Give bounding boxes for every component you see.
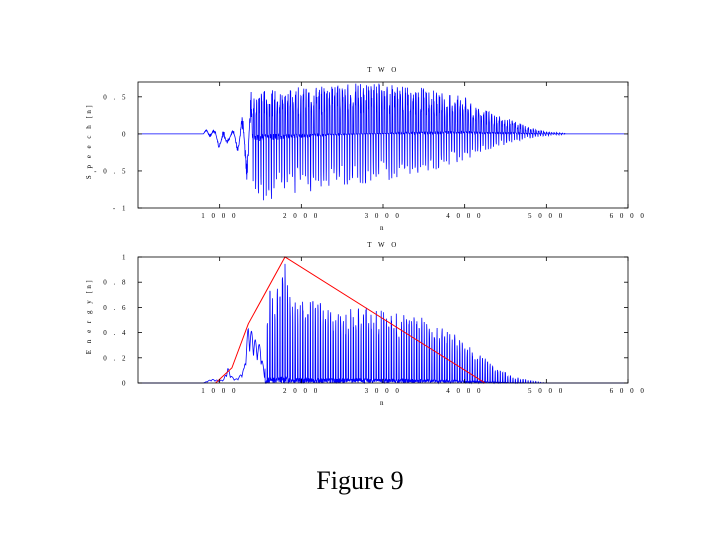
plot1-y-tick-label: - 1 bbox=[113, 205, 128, 213]
plot2-title: T W O bbox=[367, 241, 399, 249]
plot1-x-tick-label: 2 0 0 0 bbox=[283, 212, 320, 220]
plot1-axes-frame bbox=[137, 81, 629, 209]
plot1-y-axis-label: S p e e c h [n] bbox=[85, 103, 93, 179]
plot2-x-tick-label: 2 0 0 0 bbox=[283, 387, 320, 395]
plot2-x-tick-label: 4 0 0 0 bbox=[446, 387, 483, 395]
plot1-x-tick-label: 3 0 0 0 bbox=[365, 212, 402, 220]
plot1-x-axis-label: n bbox=[380, 224, 386, 232]
plot1-y-tick-label: 0 bbox=[122, 130, 128, 138]
plot1-y-tick-label: - 0 . 5 bbox=[94, 167, 128, 175]
plot2-x-tick-label: 1 0 0 0 bbox=[201, 387, 238, 395]
plot1-x-tick-label: 5 0 0 0 bbox=[528, 212, 565, 220]
plot1-x-tick-label: 6 0 0 0 bbox=[610, 212, 647, 220]
plot2-y-tick-label: 0 . 2 bbox=[103, 354, 128, 362]
plot2-x-tick-label: 5 0 0 0 bbox=[528, 387, 565, 395]
plot2-x-tick-label: 6 0 0 0 bbox=[610, 387, 647, 395]
plot2-x-axis-label: n bbox=[380, 399, 386, 407]
plot2-x-tick-label: 3 0 0 0 bbox=[365, 387, 402, 395]
plot2-y-tick-label: 0 . 8 bbox=[103, 279, 128, 287]
plot1-x-tick-label: 4 0 0 0 bbox=[446, 212, 483, 220]
plot1-y-tick-label: 0 . 5 bbox=[103, 93, 128, 101]
plot2-y-tick-label: 1 bbox=[122, 254, 128, 262]
plot1-speech-waveform bbox=[138, 83, 628, 201]
plot2-y-tick-label: 0 bbox=[122, 380, 128, 388]
plot2-energy-curve bbox=[138, 263, 628, 385]
plot2-energy-envelope-line bbox=[215, 256, 486, 384]
figure-caption: Figure 9 bbox=[316, 466, 404, 495]
plot1-title: T W O bbox=[367, 66, 399, 74]
plot2-y-axis-label: E n e r g y [n] bbox=[85, 278, 93, 354]
plot1-x-tick-label: 1 0 0 0 bbox=[201, 212, 238, 220]
plot2-axes-frame bbox=[137, 256, 629, 384]
plot2-y-tick-label: 0 . 4 bbox=[103, 329, 128, 337]
plot2-y-tick-label: 0 . 6 bbox=[103, 304, 128, 312]
